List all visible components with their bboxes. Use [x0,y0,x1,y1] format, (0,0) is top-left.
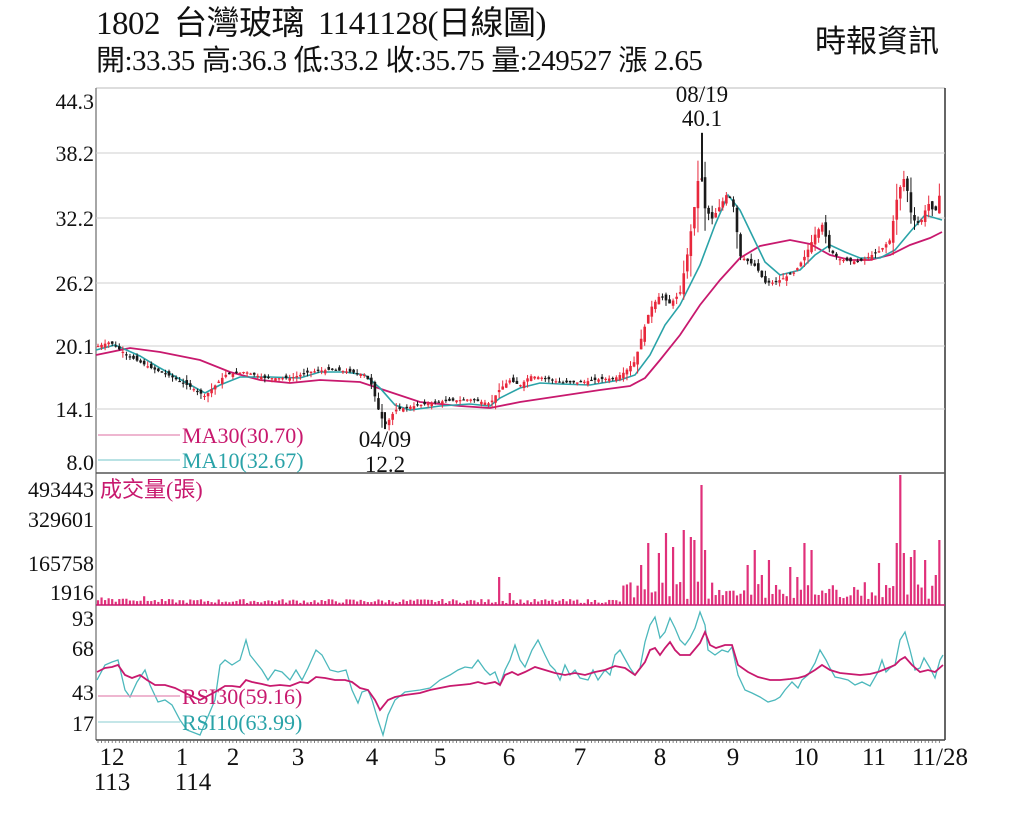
month-label: 5 [434,744,447,771]
price-gridlines [96,152,945,410]
month-label: 11/28 [912,744,968,771]
price-tick: 14.1 [56,397,95,422]
low-value: 低:33.2 [293,45,379,77]
month-label: 4 [366,744,379,771]
x-axis-minor-ticks [97,740,940,743]
price-tick: 38.2 [56,141,95,166]
month-label: 2 [227,744,240,771]
source-label: 時報資訊 [815,24,939,59]
volume-tick: 329601 [28,507,94,532]
price-axis-labels: 44.3 38.2 32.2 26.2 20.1 14.1 8.0 [56,89,95,475]
year-label: 114 [175,769,212,796]
month-label: 12 [100,744,125,771]
chart-date-type: 1141128(日線圖) [318,6,547,42]
volume-panel: 成交量(張) 493443 329601 165758 1916 [28,475,945,606]
stock-name: 台灣玻璃 [174,6,305,42]
ohlc-summary: 開:33.35 高:36.3 低:33.2 收:35.75 量:249527 漲 2.65 [96,44,709,78]
month-label: 9 [727,744,740,771]
month-label: 6 [503,744,516,771]
low-date-annotation: 04/09 [359,427,411,452]
volume-legend: 成交量(張) [100,477,203,502]
rsi-tick: 43 [72,680,94,705]
high-value: 高:36.3 [201,45,287,77]
stock-code: 1802 [96,6,161,42]
rsi-tick: 93 [72,606,94,631]
volume-tick: 1916 [50,580,94,605]
price-tick: 26.2 [56,271,95,296]
change-value: 漲 2.65 [618,45,703,77]
rsi-tick: 17 [72,711,94,736]
month-label: 11 [862,744,886,771]
candlesticks [96,132,941,431]
rsi-panel: 93 68 43 17 RSI30(59.16) RSI10(63.99) [72,606,945,743]
rsi10-legend: RSI10(63.99) [182,710,302,735]
year-label: 113 [94,769,131,796]
price-tick: 20.1 [56,334,95,359]
open-value: 開:33.35 [96,45,195,77]
rsi30-legend: RSI30(59.16) [182,684,302,709]
x-axis-labels: 12 113 1 114 2 3 4 5 6 7 8 9 10 11 11/28 [94,744,968,796]
price-tick: 44.3 [56,89,95,114]
ma10-legend: MA10(32.67) [182,448,304,473]
month-label: 1 [176,744,189,771]
volume-value: 量:249527 [491,45,612,77]
chart-title: 1802 台灣玻璃 1141128(日線圖) [96,6,560,42]
ma-legend: MA30(30.70) MA10(32.67) [98,423,304,473]
rsi10-line [96,610,944,738]
high-value-annotation: 40.1 [682,106,722,131]
rsi30-line [96,629,944,712]
ma30-legend: MA30(30.70) [182,423,304,448]
volume-tick: 165758 [28,551,94,576]
volume-axis-labels: 493443 329601 165758 1916 [28,477,94,605]
month-label: 7 [574,744,587,771]
volume-bars [96,475,941,605]
price-tick: 8.0 [67,450,95,475]
close-value: 收:35.75 [385,45,485,77]
rsi-tick: 68 [72,636,94,661]
volume-tick: 493443 [28,477,94,502]
month-label: 8 [654,744,667,771]
month-label: 10 [794,744,819,771]
month-label: 3 [292,744,305,771]
rsi-axis-labels: 93 68 43 17 [72,606,94,736]
ma10-line [95,193,943,411]
price-panel [95,87,946,740]
high-date-annotation: 08/19 [676,82,728,107]
price-tick: 32.2 [56,206,95,231]
low-value-annotation: 12.2 [365,452,405,477]
